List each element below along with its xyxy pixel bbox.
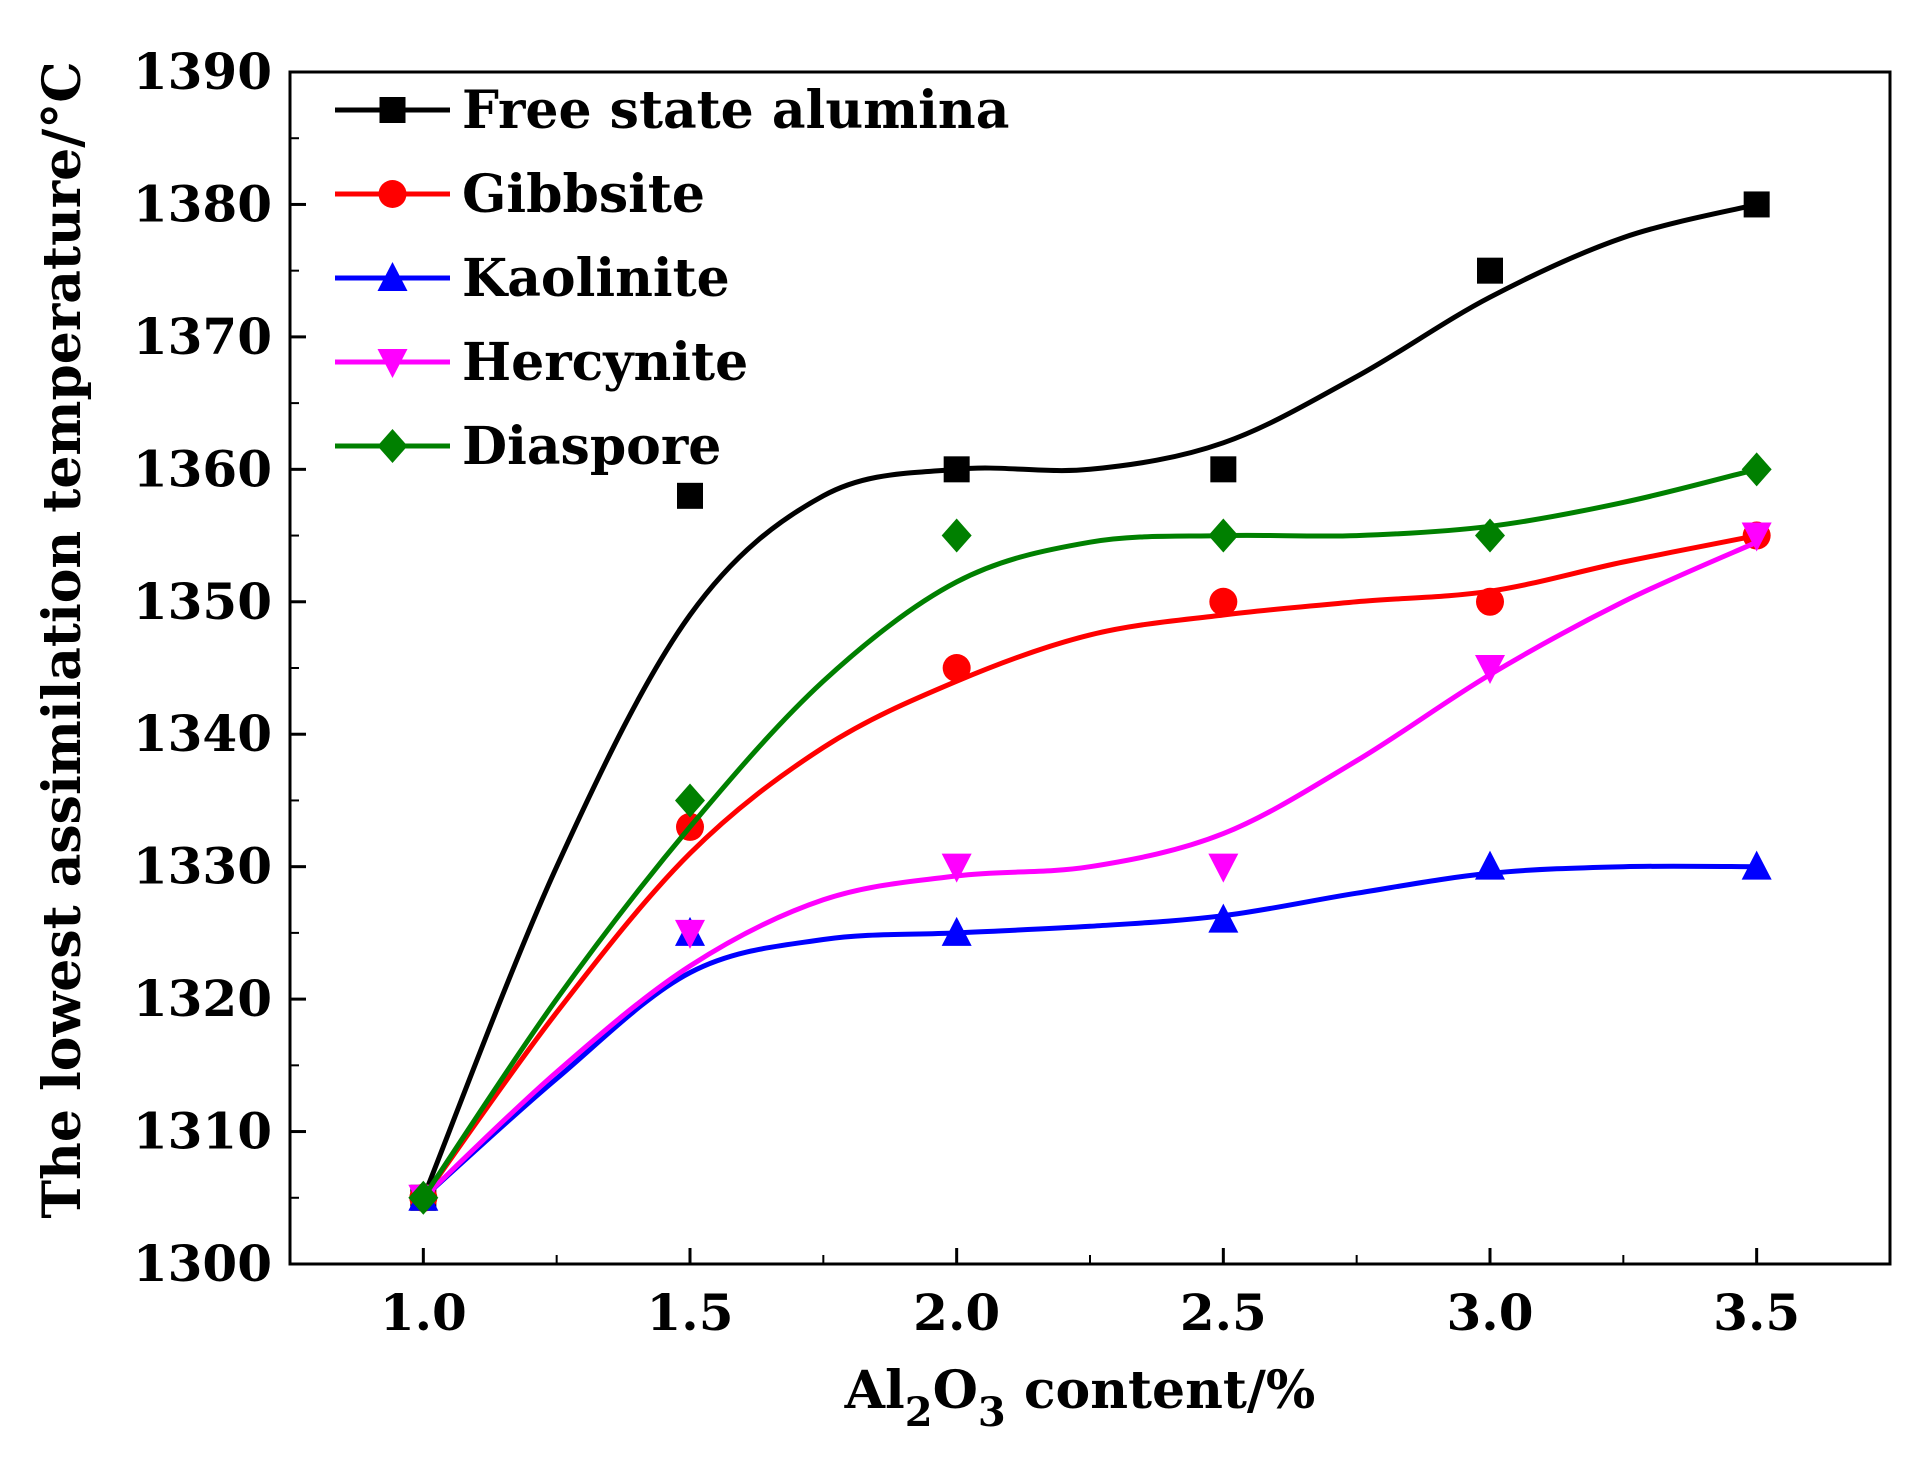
axes-layer: 1300 1310 1320 1330 1340 1350 1360 1370 1380 1390…: [133, 42, 1892, 1342]
series-line-free-state-alumina: [420, 201, 1760, 1201]
y-tick-label: 1330: [133, 837, 272, 896]
data-point-diaspore: [1741, 452, 1772, 487]
x-axis-title-middle: O: [933, 1360, 978, 1421]
y-tick-label: 1360: [133, 439, 272, 498]
legend: Free state alumina Gibbsite Kaolinite Hercy…: [335, 80, 1009, 477]
x-axis-title: Al2O3 content/%: [844, 1360, 1316, 1436]
legend-marker: [377, 349, 408, 378]
x-tick-label: 1.5: [647, 1283, 734, 1342]
data-point-free-state-alumina: [677, 482, 703, 509]
y-tick-label: 1310: [133, 1102, 272, 1161]
y-axis-title: The lowest assimilation temperature/°C: [32, 61, 93, 1218]
data-point-diaspore: [1208, 518, 1239, 553]
data-point-kaolinite: [1208, 903, 1239, 933]
y-tick-label: 1380: [133, 174, 272, 233]
legend-label: Kaolinite: [462, 248, 730, 309]
data-point-diaspore: [1475, 518, 1505, 553]
x-axis-title-sub1: 2: [905, 1389, 933, 1436]
y-tick-label: 1350: [133, 572, 272, 631]
data-point-kaolinite: [1475, 850, 1505, 880]
data-point-free-state-alumina: [1477, 257, 1503, 284]
legend-label: Gibbsite: [462, 164, 705, 225]
series-layer: [408, 191, 1772, 1215]
series-diaspore: [408, 452, 1772, 1215]
legend-item: Kaolinite: [335, 248, 730, 309]
x-axis-title-suffix: content/%: [1006, 1360, 1316, 1421]
data-point-diaspore: [941, 518, 972, 553]
data-point-hercynite: [1741, 522, 1772, 552]
y-tick-label: 1320: [133, 969, 272, 1028]
legend-label: Hercynite: [462, 332, 748, 393]
data-point-gibbsite: [1476, 587, 1504, 616]
data-point-hercynite: [1475, 655, 1505, 684]
legend-label: Free state alumina: [462, 80, 1009, 141]
legend-marker: [378, 180, 407, 208]
x-tick-label: 2.5: [1180, 1283, 1267, 1342]
data-point-hercynite: [675, 919, 705, 949]
x-tick-label: 2.0: [913, 1283, 1000, 1342]
y-tick-label: 1370: [133, 307, 272, 366]
legend-item: Diaspore: [335, 416, 721, 477]
x-tick-label: 3.5: [1713, 1283, 1800, 1342]
data-point-gibbsite: [1209, 587, 1238, 616]
data-point-diaspore: [675, 783, 705, 818]
legend-item: Hercynite: [335, 332, 748, 393]
data-point-hercynite: [1208, 853, 1239, 883]
series-line-kaolinite: [420, 863, 1760, 1201]
data-point-diaspore: [408, 1180, 439, 1215]
legend-label: Diaspore: [462, 416, 721, 477]
series-line-hercynite: [420, 539, 1760, 1201]
y-tick-label: 1300: [133, 1234, 272, 1293]
data-point-free-state-alumina: [1210, 456, 1237, 483]
legend-marker: [379, 97, 406, 123]
series-line-gibbsite: [420, 533, 1760, 1201]
legend-marker: [377, 429, 408, 463]
data-point-free-state-alumina: [943, 456, 970, 483]
legend-item: Gibbsite: [335, 164, 705, 225]
x-tick-label: 3.0: [1447, 1283, 1534, 1342]
data-point-kaolinite: [941, 916, 972, 946]
x-axis-title-prefix: Al: [844, 1360, 905, 1421]
y-tick-label: 1340: [133, 704, 272, 763]
series-line-diaspore: [420, 466, 1760, 1201]
data-point-hercynite: [941, 853, 972, 883]
legend-item: Free state alumina: [335, 80, 1009, 141]
legend-marker: [377, 262, 408, 291]
x-tick-label: 1.0: [380, 1283, 467, 1342]
data-point-kaolinite: [1741, 850, 1772, 880]
data-point-gibbsite: [942, 654, 971, 682]
x-axis-title-sub2: 3: [978, 1389, 1006, 1436]
data-point-free-state-alumina: [1743, 191, 1770, 218]
y-tick-label: 1390: [133, 42, 272, 101]
